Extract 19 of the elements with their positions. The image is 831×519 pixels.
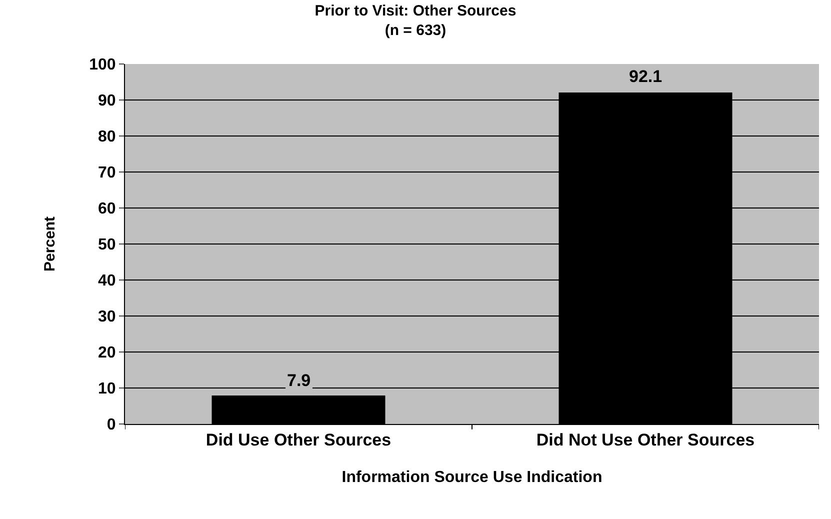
- y-tick-label: 40: [98, 272, 116, 290]
- y-tick-label: 10: [98, 380, 116, 398]
- chart-subtitle: (n = 633): [384, 22, 446, 40]
- y-tick-label: 60: [98, 200, 116, 218]
- y-tick-label: 20: [98, 344, 116, 362]
- y-tick-label: 90: [98, 92, 116, 110]
- y-tick-label: 70: [98, 164, 116, 182]
- y-tick-label: 100: [89, 56, 116, 74]
- y-tick-label: 50: [98, 236, 116, 254]
- y-tick-label: 80: [98, 128, 116, 146]
- y-tick-label: 0: [106, 416, 116, 434]
- x-tick-label: Did Not Use Other Sources: [536, 430, 755, 450]
- y-axis-title: Percent: [41, 216, 58, 272]
- x-tick-label: Did Use Other Sources: [206, 430, 392, 450]
- data-label: 7.9: [287, 371, 311, 390]
- chart-title: Prior to Visit: Other Sources: [314, 2, 516, 20]
- x-axis-title: Information Source Use Indication: [342, 469, 602, 486]
- data-label: 92.1: [629, 67, 662, 86]
- y-tick-label: 30: [98, 308, 116, 326]
